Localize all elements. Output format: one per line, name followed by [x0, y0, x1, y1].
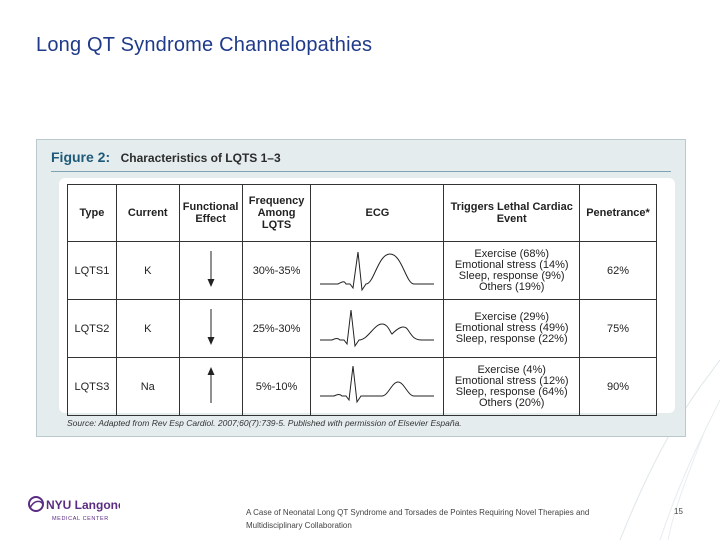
cell-effect	[178, 299, 243, 358]
header-functional-effect: Functional Effect	[178, 184, 243, 242]
cell-triggers: Exercise (4%) Emotional stress (12%) Sle…	[443, 357, 581, 416]
trigger-item: Exercise (4%)	[477, 363, 546, 376]
trigger-item: Sleep, response (64%)	[455, 385, 568, 398]
cell-frequency: 25%-30%	[241, 299, 312, 358]
nyu-langone-logo: NYU Langone MEDICAL CENTER	[28, 496, 120, 522]
trigger-item: Others (19%)	[478, 280, 545, 293]
figure-source: Source: Adapted from Rev Esp Cardiol. 20…	[67, 418, 462, 428]
header-type: Type	[67, 184, 117, 242]
arrow-down-icon	[207, 309, 215, 345]
cell-penetrance: 90%	[579, 357, 657, 416]
header-frequency: Frequency Among LQTS	[241, 184, 312, 242]
cell-penetrance: 75%	[579, 299, 657, 358]
cell-frequency: 5%-10%	[241, 357, 312, 416]
table-row: LQTS2 K 25%-30% Exercise (29%) Emoti	[67, 299, 657, 358]
trigger-item: Exercise (68%)	[474, 247, 549, 260]
ecg-trace-icon	[320, 309, 435, 348]
logo-text: NYU Langone	[46, 498, 120, 512]
figure-caption: Characteristics of LQTS 1–3	[120, 151, 281, 165]
arrow-up-icon	[207, 367, 215, 403]
lqts-table: Type Current Functional Effect Frequency…	[67, 184, 657, 416]
cell-current: Na	[115, 357, 180, 416]
table-header-row: Type Current Functional Effect Frequency…	[67, 184, 657, 242]
trigger-item: Others (20%)	[478, 396, 545, 409]
cell-type: LQTS2	[67, 299, 117, 358]
trigger-item: Exercise (29%)	[474, 311, 549, 323]
logo-subtext: MEDICAL CENTER	[52, 516, 109, 522]
arrow-down-icon	[207, 251, 215, 287]
table-row: LQTS1 K 30%-35% Exercise (68%) Emoti	[67, 241, 657, 300]
cell-frequency: 30%-35%	[241, 241, 312, 300]
figure-label: Figure 2:	[51, 149, 111, 165]
cell-ecg	[310, 299, 445, 358]
trigger-item: Emotional stress (14%)	[454, 258, 569, 271]
trigger-item: Emotional stress (49%)	[454, 322, 569, 334]
cell-current: K	[115, 299, 180, 358]
ecg-trace-icon	[320, 365, 435, 404]
cell-triggers: Exercise (68%) Emotional stress (14%) Sl…	[443, 241, 581, 300]
figure-title: Figure 2: Characteristics of LQTS 1–3	[51, 149, 281, 167]
figure-divider	[51, 171, 671, 172]
header-penetrance: Penetrance*	[579, 184, 657, 242]
cell-effect	[178, 357, 243, 416]
cell-penetrance: 62%	[579, 241, 657, 300]
trigger-item: Sleep, response (9%)	[458, 269, 565, 282]
cell-type: LQTS1	[67, 241, 117, 300]
figure-panel: Figure 2: Characteristics of LQTS 1–3 Ty…	[36, 139, 686, 437]
page-number: 15	[674, 507, 683, 516]
trigger-item: Emotional stress (12%)	[454, 374, 569, 387]
trigger-item: Sleep, response (22%)	[455, 333, 568, 345]
slide-title: Long QT Syndrome Channelopathies	[36, 34, 373, 56]
cell-ecg	[310, 241, 445, 300]
header-current: Current	[115, 184, 180, 242]
table-row: LQTS3 Na 5%-10% Exercise (4%) Emotio	[67, 357, 657, 416]
cell-triggers: Exercise (29%) Emotional stress (49%) Sl…	[443, 299, 581, 358]
cell-type: LQTS3	[67, 357, 117, 416]
header-triggers: Triggers Lethal Cardiac Event	[443, 184, 581, 242]
header-ecg: ECG	[310, 184, 445, 242]
cell-current: K	[115, 241, 180, 300]
cell-ecg	[310, 357, 445, 416]
footer-text: A Case of Neonatal Long QT Syndrome and …	[246, 508, 590, 530]
cell-effect	[178, 241, 243, 300]
ecg-trace-icon	[320, 251, 435, 292]
